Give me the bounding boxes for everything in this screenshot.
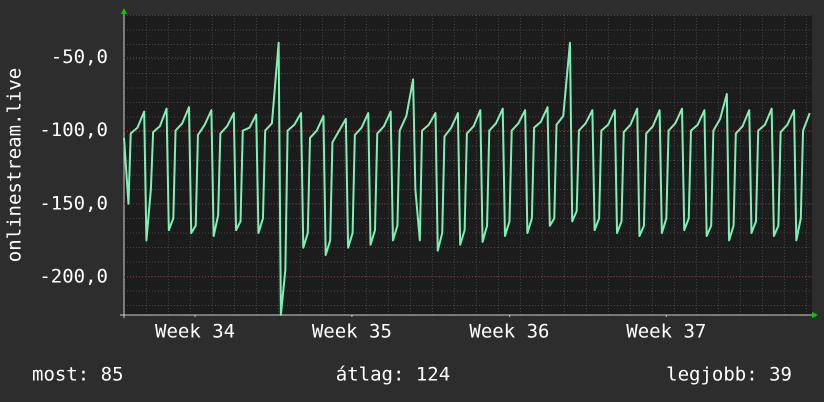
axis-arrow bbox=[121, 8, 127, 14]
y-tick-label: -150,0 bbox=[39, 192, 108, 214]
x-tick-label: Week 36 bbox=[469, 321, 549, 343]
data-line bbox=[123, 41, 811, 316]
minor-grid bbox=[124, 15, 812, 315]
footer-current: most: 85 bbox=[32, 364, 124, 386]
y-tick-label: -100,0 bbox=[39, 119, 108, 141]
y-tick-label: -50,0 bbox=[51, 46, 108, 68]
x-tick-label: Week 34 bbox=[155, 321, 235, 343]
axis-arrow bbox=[812, 312, 818, 318]
footer-average: átlag: 124 bbox=[336, 364, 450, 386]
footer-best: legjobb: 39 bbox=[666, 364, 792, 386]
y-tick-label: -200,0 bbox=[39, 265, 108, 287]
x-tick-label: Week 35 bbox=[312, 321, 392, 343]
y-axis-label: onlinestream.live bbox=[4, 68, 26, 262]
x-tick-label: Week 37 bbox=[626, 321, 706, 343]
